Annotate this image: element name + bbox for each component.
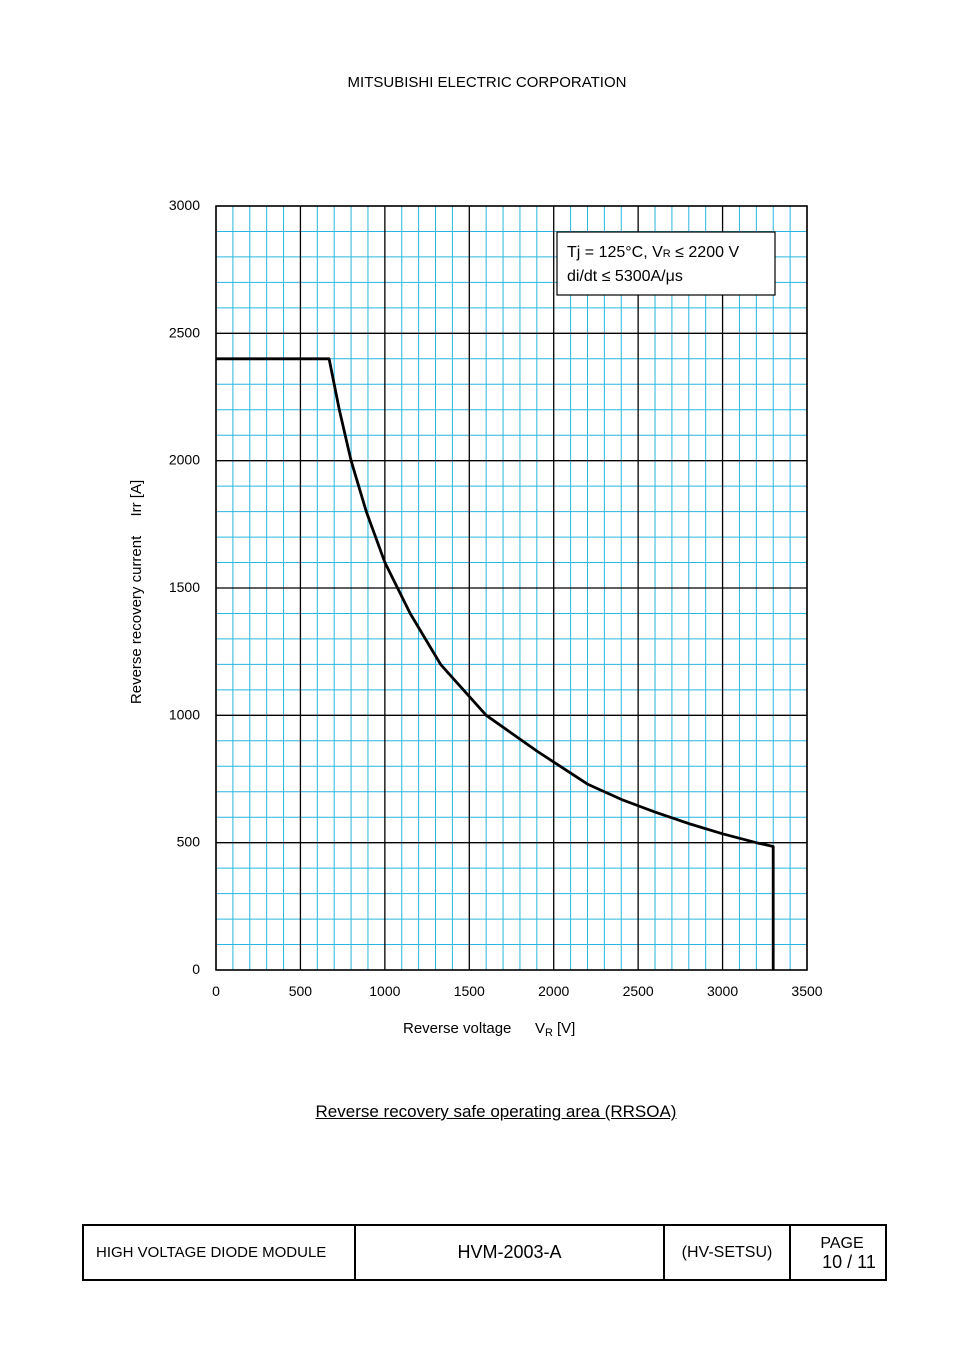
y-tick-label: 500 [177,834,201,850]
legend-line-2: di/dt ≤ 5300A/μs [567,268,683,285]
x-tick-label: 0 [212,983,220,999]
chart-caption: Reverse recovery safe operating area (RR… [315,1102,677,1121]
plot-frame [215,205,808,971]
legend-line-1-post: ≤ 2200 V [671,244,740,261]
legend-box: Tj = 125°C, VR ≤ 2200 V di/dt ≤ 5300A/μs [556,231,776,296]
x-tick-label: 1000 [369,983,400,999]
y-tick-label: 2500 [169,324,200,340]
y-tick-label: 3000 [169,197,200,213]
footer-doc-code: HVM-2003-A [356,1226,665,1279]
footer-product: HIGH VOLTAGE DIODE MODULE [84,1226,356,1279]
x-axis-label-sub: R [545,1027,553,1039]
footer-page-number: 10 / 11 [822,1251,876,1272]
footer-table: HIGH VOLTAGE DIODE MODULE HVM-2003-A (HV… [82,1224,887,1281]
x-tick-label: 500 [289,983,313,999]
y-tick-label: 2000 [169,452,200,468]
x-tick-label: 3000 [707,983,738,999]
footer-page-label: PAGE [820,1234,864,1252]
y-axis-label: Reverse recovery current Irr [A] [128,480,145,704]
footer-page-cell: PAGE 10 / 11 [791,1226,885,1279]
company-header: MITSUBISHI ELECTRIC CORPORATION [347,74,627,91]
x-axis-label-unit: [V] [557,1020,575,1037]
x-tick-label: 2500 [623,983,654,999]
x-axis-label-text: Reverse voltage [403,1020,511,1037]
legend-line-1-pre: Tj = 125°C, V [567,244,663,261]
footer-series: (HV-SETSU) [665,1226,791,1279]
x-tick-labels: 0 500 1000 1500 2000 2500 3000 3500 [212,983,823,999]
x-tick-label: 1500 [454,983,485,999]
legend-line-1-sub: R [663,248,671,260]
rrsoa-chart: 0 500 1000 1500 2000 2500 3000 3500 0 500 1000 150… [128,197,823,1039]
y-tick-label: 1000 [169,706,200,722]
x-tick-label: 3500 [791,983,822,999]
legend-frame [556,231,776,296]
x-axis-label: Reverse voltage VR [V] [403,1020,575,1039]
x-tick-label: 2000 [538,983,569,999]
y-tick-label: 0 [192,961,200,977]
legend-line-1: Tj = 125°C, VR ≤ 2200 V [567,244,739,261]
x-axis-label-symbol: V [535,1020,545,1037]
y-tick-label: 1500 [169,579,200,595]
rrsoa-boundary-line [216,357,775,970]
y-tick-labels: 0 500 1000 1500 2000 2500 3000 [169,197,200,977]
curve-layer [216,357,775,970]
major-grid [215,205,808,971]
